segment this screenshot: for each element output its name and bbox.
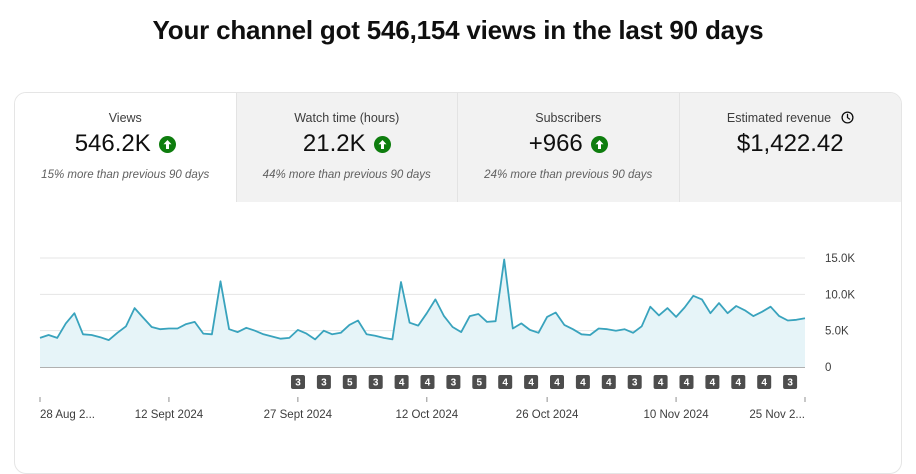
annotation-badge-count: 3	[295, 378, 301, 389]
tab-estimated-revenue[interactable]: Estimated revenue $1,422.42	[679, 93, 902, 202]
annotation-badge-count: 3	[632, 378, 638, 389]
page-headline: Your channel got 546,154 views in the la…	[152, 15, 764, 45]
tab-views-value: 546.2K	[74, 130, 151, 157]
annotation-badge	[575, 375, 590, 389]
metric-tabs: Views 546.2K 15% more than previous 90 d…	[15, 93, 901, 202]
x-tick-label: 28 Aug 2...	[40, 409, 95, 421]
annotation-badge	[601, 375, 616, 389]
x-tick-label: 25 Nov 2...	[749, 409, 805, 421]
annotation-badge	[498, 375, 513, 389]
arrow-up-icon	[373, 135, 391, 153]
annotation-badge	[420, 375, 435, 389]
tab-revenue-value: $1,422.42	[736, 130, 844, 157]
annotation-badge-count: 5	[347, 378, 353, 389]
annotation-badge	[705, 375, 720, 389]
tab-views-label: Views	[108, 111, 142, 125]
tab-subscribers-value-row: +966	[458, 130, 679, 158]
tab-views-comparison: 15% more than previous 90 days	[41, 169, 210, 181]
arrow-up-icon	[590, 135, 608, 153]
y-tick-label: 5.0K	[825, 326, 849, 338]
annotation-badge	[342, 375, 357, 389]
tab-watch-time-value-row: 21.2K	[237, 130, 458, 158]
x-tick-label: 26 Oct 2024	[516, 409, 579, 421]
annotation-badge-count: 4	[528, 378, 534, 389]
annotation-badge	[368, 375, 383, 389]
tab-revenue-label-row: Estimated revenue	[680, 111, 902, 127]
annotation-badge-count: 4	[580, 378, 586, 389]
x-tick-label: 12 Sept 2024	[135, 409, 204, 421]
tab-subscribers[interactable]: Subscribers +966 24% more than previous …	[458, 93, 680, 202]
annotation-badge	[524, 375, 539, 389]
annotation-badge-count: 3	[373, 378, 379, 389]
annotation-badge	[446, 375, 461, 389]
x-tick-label: 12 Oct 2024	[395, 409, 458, 421]
arrow-up-icon	[158, 135, 176, 153]
annotation-badge	[550, 375, 564, 389]
annotation-badge-count: 4	[554, 378, 560, 389]
tab-revenue-value-row: $1,422.42	[680, 130, 902, 158]
views-chart: 15.0K 10.0K 5.0K 0 28 Aug 2... 12 Sept 2024 27…	[39, 253, 855, 421]
tab-subscribers-label: Subscribers	[535, 111, 602, 125]
annotation-badge-count: 4	[761, 378, 767, 389]
tab-watch-time[interactable]: Watch time (hours) 21.2K 44% more than p…	[236, 93, 458, 202]
annotation-badge	[653, 375, 668, 389]
annotation-badge	[627, 375, 642, 389]
annotation-badge	[316, 375, 331, 389]
annotation-badge-count: 4	[425, 378, 431, 389]
annotation-badge-count: 4	[684, 378, 690, 389]
annotation-badge-count: 3	[321, 378, 327, 389]
tab-watch-time-label: Watch time (hours)	[294, 111, 400, 125]
analytics-card: Views 546.2K 15% more than previous 90 d…	[14, 92, 902, 474]
annotation-badge-count: 3	[787, 378, 793, 389]
tab-subscribers-value: +966	[528, 130, 583, 157]
annotation-badge	[291, 375, 305, 389]
tab-watch-time-comparison: 44% more than previous 90 days	[262, 169, 431, 181]
y-tick-label: 0	[825, 362, 831, 374]
tab-views-value-row: 546.2K	[15, 130, 236, 158]
annotation-badge-count: 4	[502, 378, 508, 389]
annotation-badge-count: 4	[710, 378, 716, 389]
series-line	[39, 258, 806, 341]
annotation-badge-count: 4	[736, 378, 742, 389]
annotation-badge	[757, 375, 772, 389]
clock-icon	[841, 111, 854, 127]
y-tick-label: 10.0K	[825, 289, 855, 301]
annotation-badge	[472, 375, 487, 389]
annotation-badge-count: 4	[658, 378, 664, 389]
y-tick-label: 15.0K	[825, 253, 855, 265]
tab-views[interactable]: Views 546.2K 15% more than previous 90 d…	[15, 93, 237, 202]
tab-watch-time-value: 21.2K	[302, 130, 366, 157]
x-tick-label: 10 Nov 2024	[643, 409, 709, 421]
x-tick-label: 27 Sept 2024	[264, 409, 333, 421]
annotation-badge	[731, 375, 746, 389]
tab-subscribers-comparison: 24% more than previous 90 days	[484, 169, 653, 181]
series-area	[40, 259, 805, 367]
annotation-badge	[679, 375, 694, 389]
annotation-badge-count: 5	[477, 378, 483, 389]
annotation-badge-count: 4	[606, 378, 612, 389]
tab-revenue-label: Estimated revenue	[726, 111, 832, 125]
annotation-badge	[783, 375, 798, 389]
annotation-badge	[394, 375, 409, 389]
annotation-badge-count: 3	[451, 378, 457, 389]
annotation-badge-count: 4	[399, 378, 405, 389]
